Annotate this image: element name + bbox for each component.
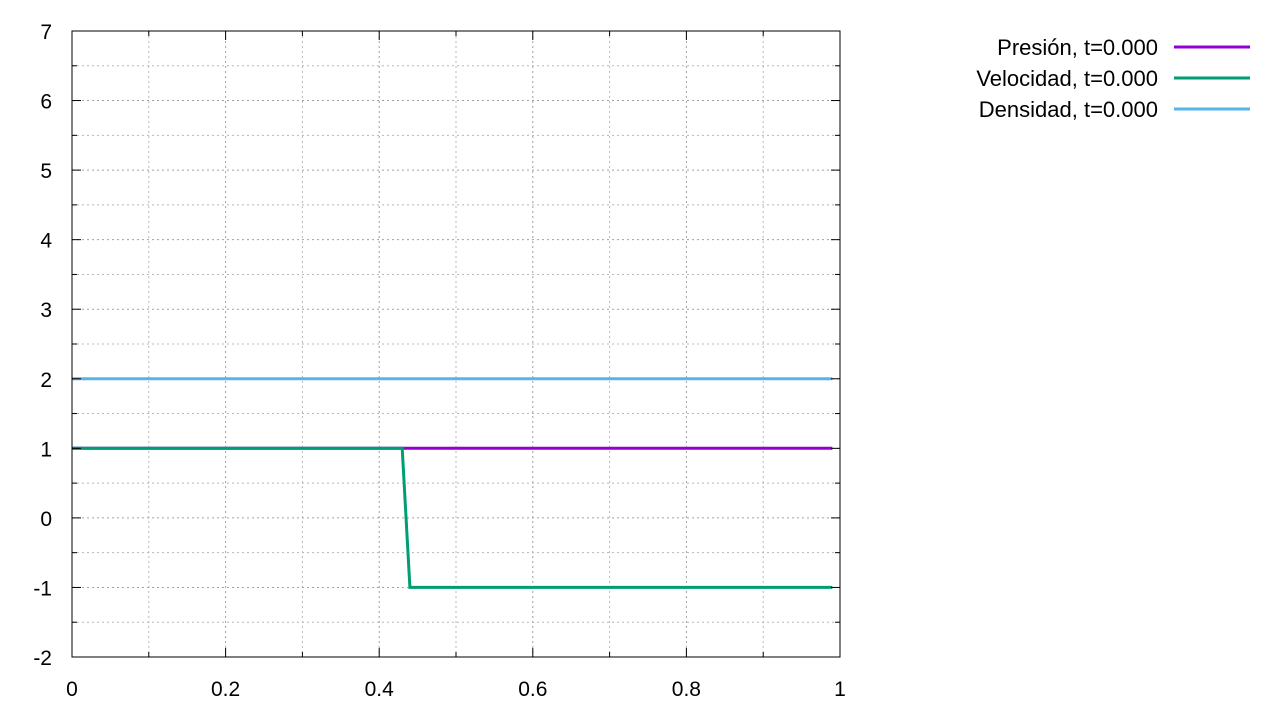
y-tick-label: 6 [40, 91, 52, 114]
x-tick-label: 0.4 [365, 678, 395, 701]
x-tick-label: 0.8 [672, 678, 701, 701]
x-tick-label: 0.2 [211, 678, 240, 701]
axis-ticks [71, 30, 841, 658]
y-tick-label: 2 [40, 369, 52, 392]
series-line-2 [72, 446, 833, 589]
y-tick-label: -1 [33, 577, 52, 600]
legend: Presión, t=0.000 Velocidad, t=0.000 Densid… [976, 35, 1250, 122]
x-tick-label: 0.6 [518, 678, 547, 701]
y-axis-tick-labels: -2 -1 0 1 2 3 4 5 6 7 [33, 21, 52, 670]
y-tick-label: 0 [40, 508, 52, 531]
x-tick-label: 1 [834, 678, 846, 701]
y-tick-label: 1 [40, 438, 52, 461]
legend-label-3: Densidad, t=0.000 [979, 97, 1158, 122]
legend-label-1: Presión, t=0.000 [997, 35, 1158, 60]
x-tick-label: 0 [66, 678, 78, 701]
y-tick-label: 5 [40, 160, 52, 183]
x-axis-tick-labels: 0 0.2 0.4 0.6 0.8 1 [66, 678, 846, 701]
series-group [72, 377, 833, 589]
legend-label-2: Velocidad, t=0.000 [976, 66, 1158, 91]
y-tick-label: 4 [40, 230, 52, 253]
y-tick-label: 7 [40, 21, 52, 44]
y-tick-label: -2 [33, 647, 52, 670]
y-tick-label: 3 [40, 299, 52, 322]
grid [72, 31, 840, 657]
